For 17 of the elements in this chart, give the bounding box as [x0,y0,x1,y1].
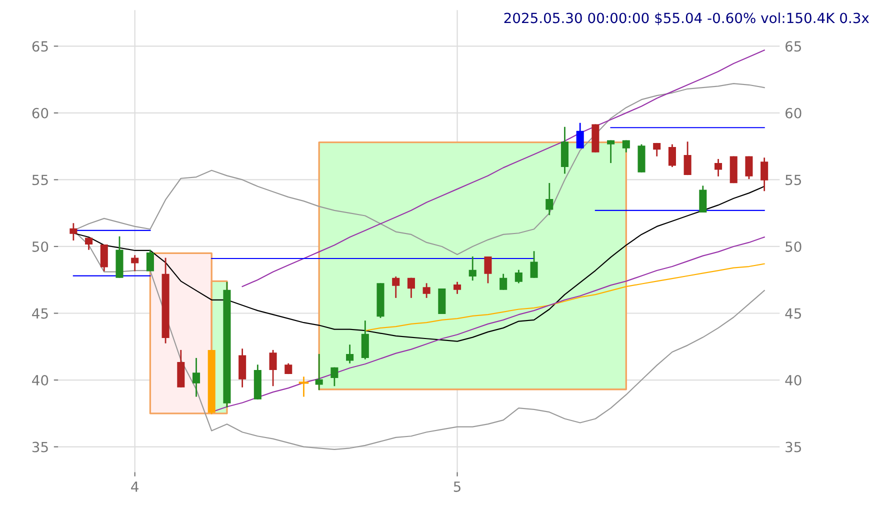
y2-tick-label: 40 [785,374,802,386]
y-tick-label: 55 [32,174,48,186]
y2-tick-label: 35 [786,442,801,452]
y-tick-label: 40 [32,374,48,386]
x-tick-label: 4 [131,482,138,492]
y-tick-label: 45 [32,308,48,319]
y-tick-label: 60 [32,108,48,118]
y2-tick-label: 50 [786,241,802,252]
y2-tick-label: 45 [785,308,801,319]
y-tick-label: 50 [32,241,48,252]
chart-title: 2025.05.30 00:00:00 $55.04 -0.60% vol:150.4K 0.3x [504,12,869,26]
y-tick-label: 65 [32,41,48,52]
y2-tick-label: 60 [786,108,802,118]
x-tick-label: 5 [454,482,460,492]
y-tick-label: 35 [32,442,48,452]
y2-tick-label: 55 [786,174,801,186]
y2-tick-label: 65 [786,41,801,52]
